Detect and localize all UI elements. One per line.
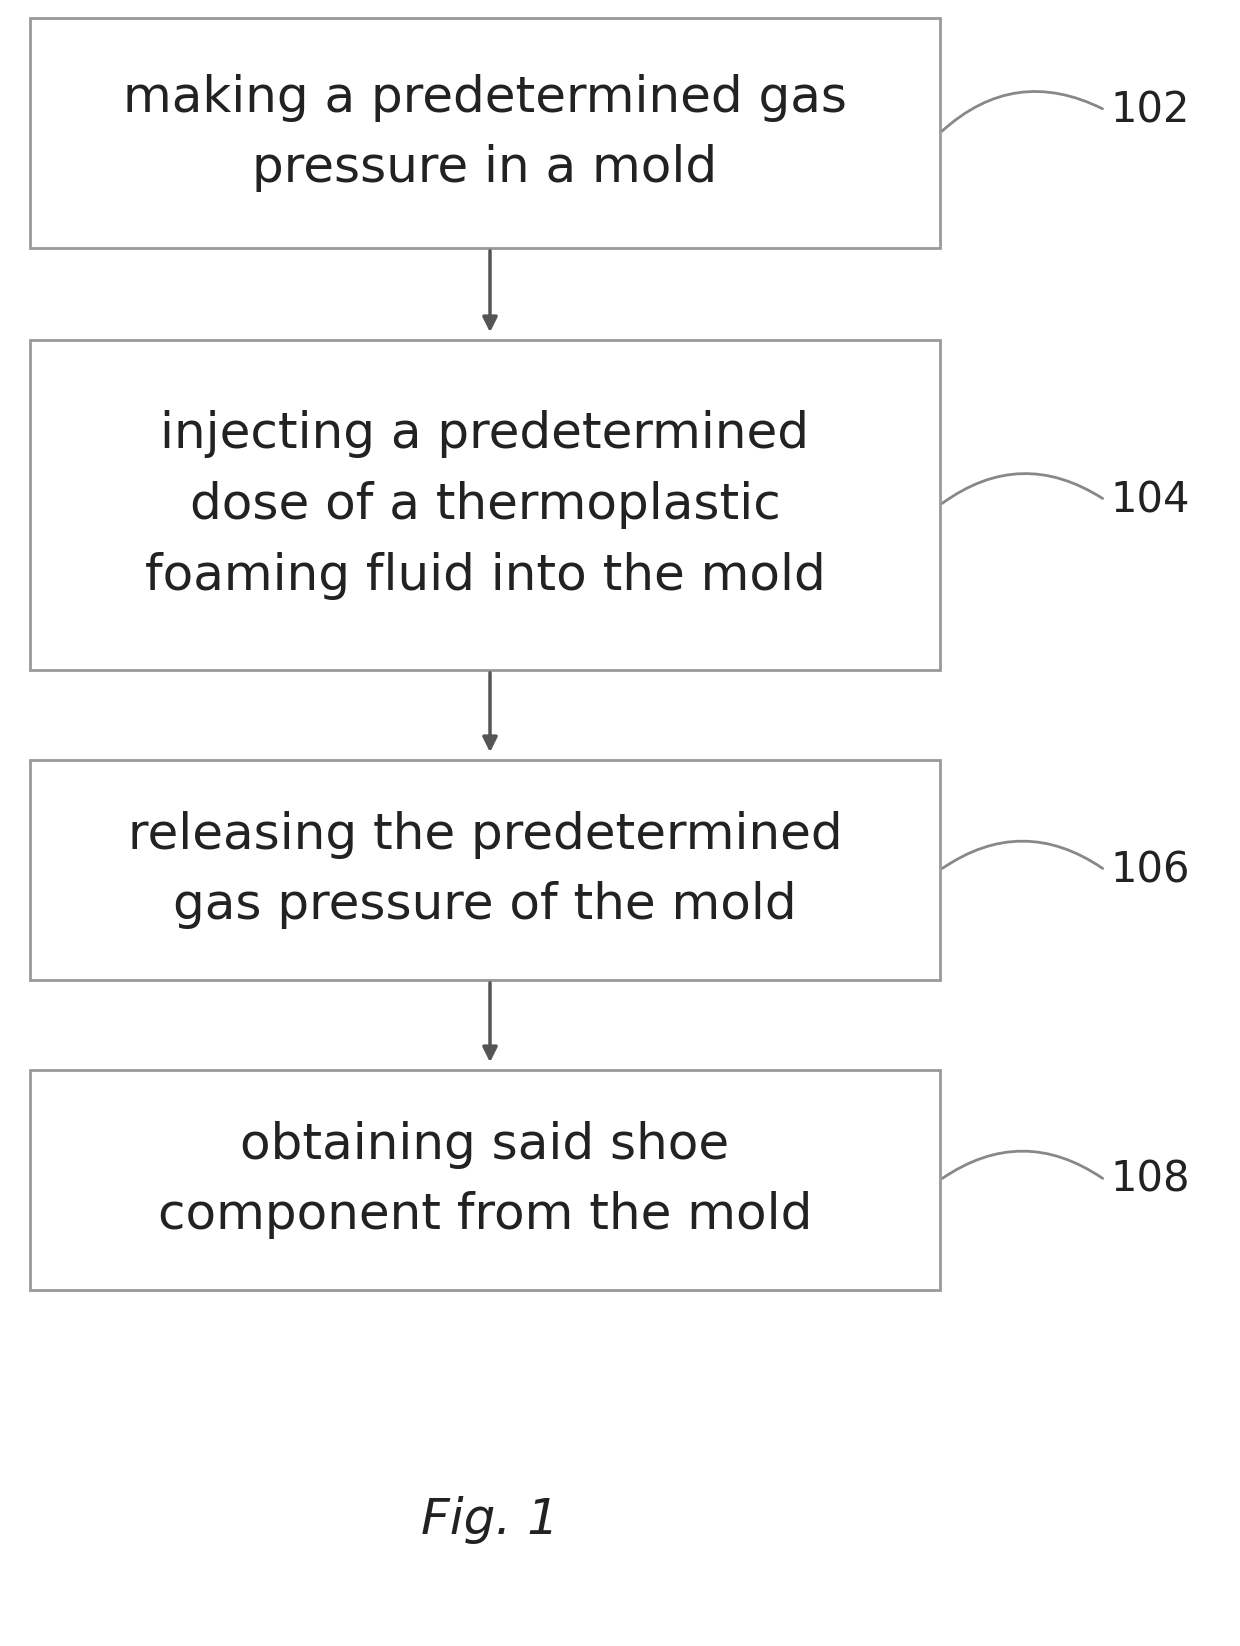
Text: 106: 106 <box>1110 849 1189 890</box>
Bar <box>30 1070 940 1290</box>
Text: obtaining said shoe
component from the mold: obtaining said shoe component from the m… <box>157 1121 812 1239</box>
Text: releasing the predetermined
gas pressure of the mold: releasing the predetermined gas pressure… <box>128 810 842 930</box>
Bar <box>30 760 940 979</box>
Bar <box>30 341 940 670</box>
Text: making a predetermined gas
pressure in a mold: making a predetermined gas pressure in a… <box>123 74 847 193</box>
Bar <box>30 18 940 249</box>
Text: injecting a predetermined
dose of a thermoplastic
foaming fluid into the mold: injecting a predetermined dose of a ther… <box>145 410 826 599</box>
Text: Fig. 1: Fig. 1 <box>422 1496 559 1544</box>
Text: 108: 108 <box>1110 1159 1189 1202</box>
Text: 104: 104 <box>1110 479 1189 522</box>
Text: 102: 102 <box>1110 89 1189 132</box>
